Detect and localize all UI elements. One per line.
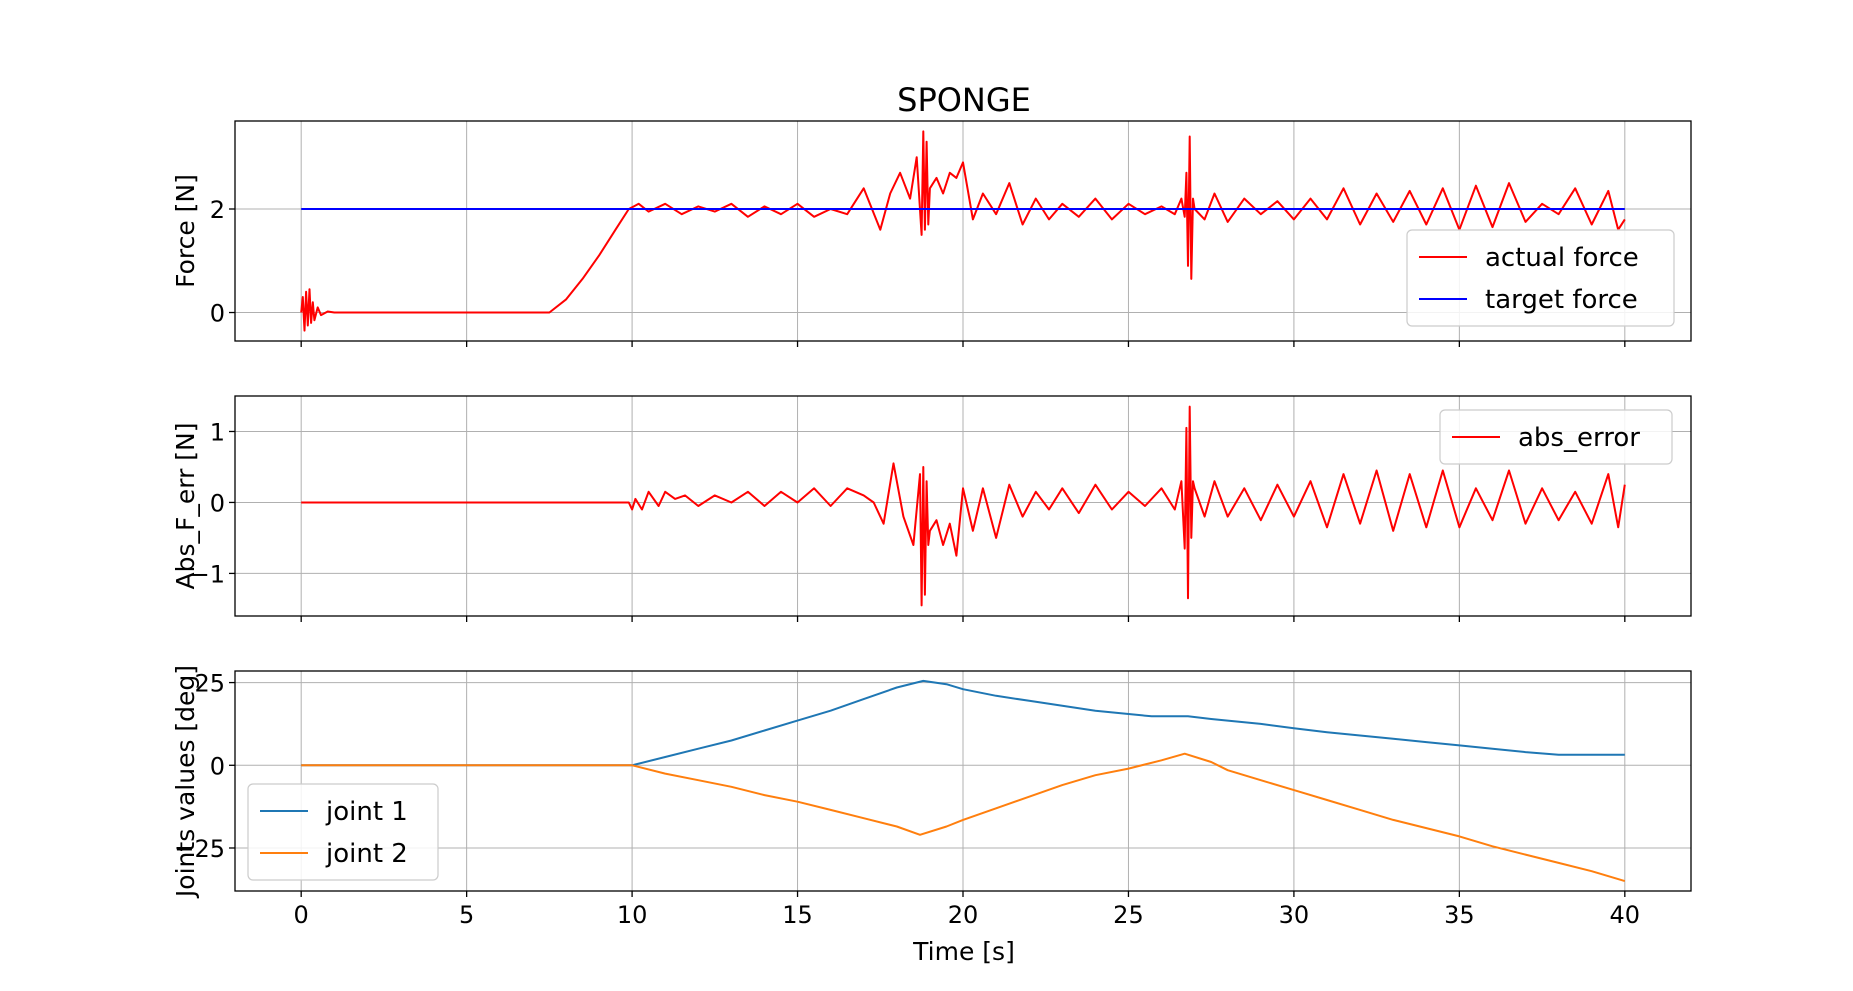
y-tick-label--25-p3: −25 <box>174 835 225 863</box>
legend-p1 <box>1406 229 1675 327</box>
x-tick-label-35: 35 <box>1444 901 1475 929</box>
legend-label-abs_error: abs_error <box>1518 423 1640 453</box>
x-axis-label: Time [s] <box>912 937 1015 966</box>
y-tick-label-0-p2: 0 <box>210 489 225 517</box>
x-tick-label-40: 40 <box>1610 901 1641 929</box>
x-tick-label-25: 25 <box>1113 901 1144 929</box>
legend-p2 <box>1439 409 1673 465</box>
series-line-actual-force <box>300 130 1626 332</box>
legend-p3 <box>247 783 439 881</box>
series-line-abs_error <box>301 405 1626 607</box>
x-tick-label-20: 20 <box>948 901 979 929</box>
y-tick-label-1-p2: 1 <box>210 418 225 446</box>
legend-label-target-force: target force <box>1485 285 1638 315</box>
y-tick-label-0-p3: 0 <box>210 752 225 780</box>
legend-label-joint-1: joint 1 <box>325 797 408 827</box>
x-tick-label-15: 15 <box>782 901 813 929</box>
y-tick-label-2-p1: 2 <box>210 196 225 224</box>
x-tick-label-30: 30 <box>1279 901 1310 929</box>
x-tick-label-10: 10 <box>617 901 648 929</box>
legend-label-actual-force: actual force <box>1485 243 1639 273</box>
x-tick-label-0: 0 <box>294 901 309 929</box>
x-tick-label-5: 5 <box>459 901 474 929</box>
y-tick-label-25-p3: 25 <box>194 670 225 698</box>
y-axis-label-p1: Force [N] <box>171 174 200 288</box>
y-tick-label-0-p1: 0 <box>210 300 225 328</box>
series-line-joint-2 <box>301 752 1626 883</box>
y-axis-label-p3: Joints values [deg] <box>171 665 200 899</box>
y-tick-label--1-p2: −1 <box>190 560 225 588</box>
legend-label-joint-2: joint 2 <box>325 839 408 869</box>
chart-title: SPONGE <box>897 81 1031 119</box>
y-axis-label-p2: Abs_F_err [N] <box>171 422 200 589</box>
series-line-joint-1 <box>301 679 1625 767</box>
